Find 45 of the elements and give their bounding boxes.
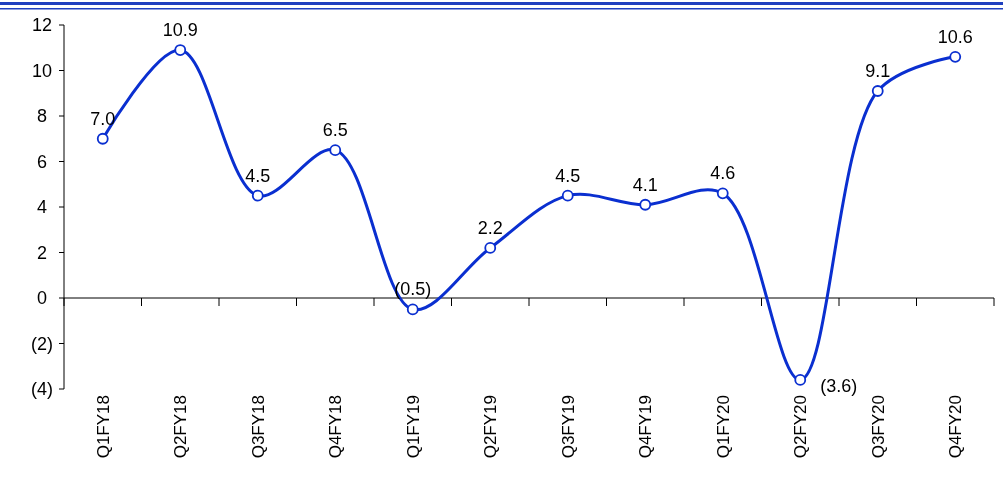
data-label: 9.1 [865,60,891,81]
y-tick-label: 8 [36,106,48,126]
data-label: 4.5 [555,165,581,186]
point [96,132,109,145]
y-tick-label: 12 [31,15,53,35]
data-label: (3.6) [820,375,858,396]
data-label: 6.5 [322,120,348,141]
data-label: 10.6 [937,26,973,47]
x-tick-label: Q1FY19 [403,395,423,459]
data-label: 4.5 [245,165,271,186]
x-tick-label: Q4FY18 [326,395,346,459]
point [174,44,187,56]
point [561,189,574,202]
x-tick-label: Q2FY18 [171,395,191,459]
x-tick-label: Q4FY20 [946,395,966,459]
data-label: 4.6 [710,163,736,184]
x-tick-label: Q3FY20 [868,395,888,459]
data-label: 7.0 [90,108,116,129]
point [329,144,342,157]
x-tick-label: Q1FY20 [713,395,733,459]
x-tick-label: Q2FY19 [481,395,501,459]
point [716,187,729,200]
y-tick-label: 10 [31,60,53,81]
x-tick-label: Q4FY19 [636,395,656,459]
x-tick-label: Q2FY20 [791,395,811,459]
data-label: 2.2 [477,217,503,238]
y-tick-label: (4) [31,379,53,399]
point [639,198,652,211]
x-tick-label: Q3FY18 [248,395,268,459]
point [251,189,264,202]
y-tick-label: 4 [36,197,48,217]
point [794,374,807,386]
point [406,303,419,316]
point [871,85,884,97]
y-tick-label: 0 [36,288,48,308]
x-tick-label: Q3FY19 [558,395,578,459]
y-tick-label: 2 [36,242,48,263]
point [949,50,962,63]
data-label: 4.1 [632,174,658,195]
point [484,242,497,254]
x-tick-label: Q1FY18 [93,395,113,459]
data-label: 10.9 [162,20,198,41]
y-tick-label: (2) [31,333,53,354]
y-tick-label: 6 [36,151,48,172]
data-label: (0.5) [394,279,432,300]
